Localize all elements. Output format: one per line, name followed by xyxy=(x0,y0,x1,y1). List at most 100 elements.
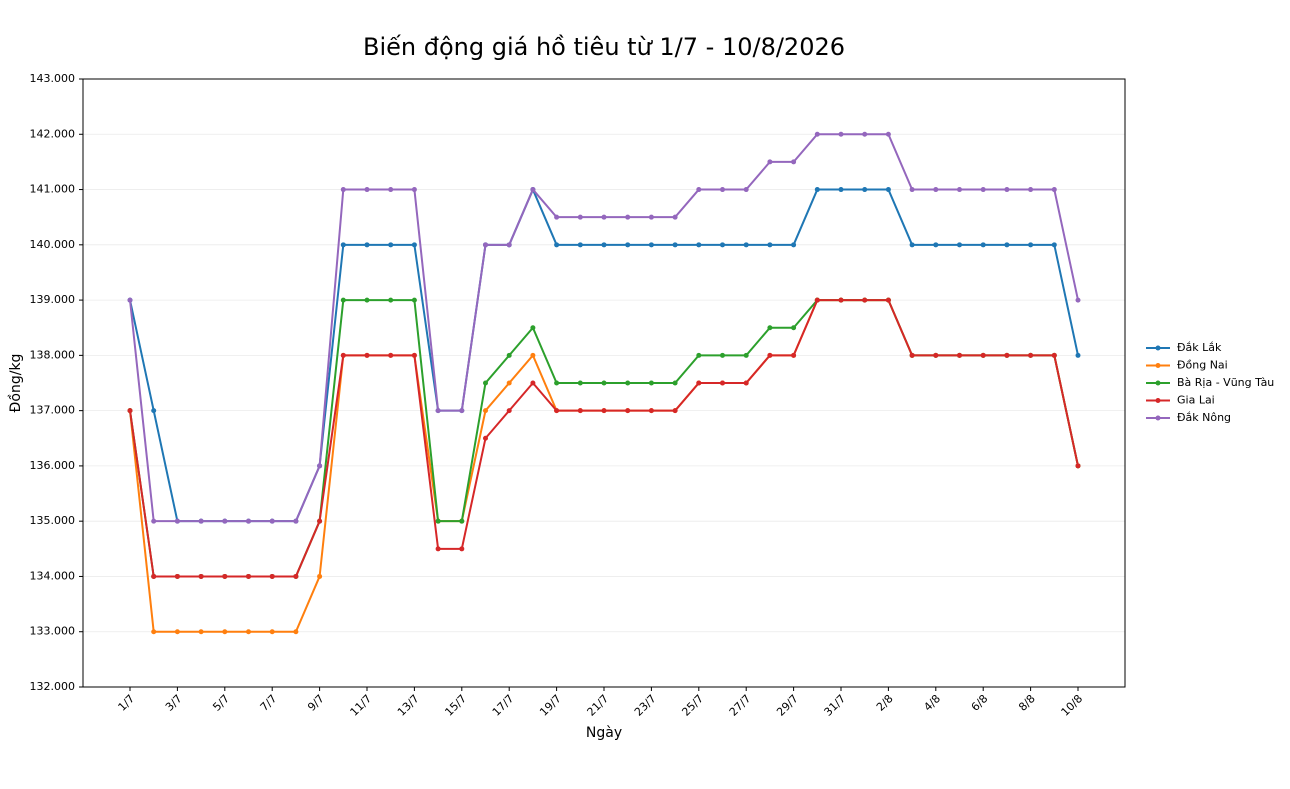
x-tick-label: 27/7 xyxy=(727,692,754,719)
data-point xyxy=(317,518,323,524)
y-tick-label: 142.000 xyxy=(30,127,76,140)
data-point xyxy=(601,408,607,414)
data-point xyxy=(293,629,299,635)
data-point xyxy=(696,187,702,193)
y-tick-label: 139.000 xyxy=(30,293,76,306)
data-point xyxy=(577,214,583,220)
data-point xyxy=(364,297,370,303)
data-point xyxy=(364,352,370,358)
data-point xyxy=(506,380,512,386)
data-point xyxy=(720,352,725,358)
data-point xyxy=(554,242,560,248)
x-tick-label: 8/8 xyxy=(1016,692,1038,714)
data-point xyxy=(459,408,465,414)
data-point xyxy=(601,242,607,248)
legend-marker xyxy=(1155,363,1161,368)
y-tick-label: 140.000 xyxy=(30,238,76,251)
data-point xyxy=(506,352,512,358)
data-point xyxy=(483,435,488,441)
data-point xyxy=(530,325,536,331)
x-tick-label: 11/7 xyxy=(348,692,375,719)
x-tick-label: 19/7 xyxy=(537,692,564,719)
data-point xyxy=(696,242,702,248)
legend-label: Đồng Nai xyxy=(1177,359,1228,372)
data-point xyxy=(672,408,678,414)
data-point xyxy=(980,187,986,193)
data-point xyxy=(933,187,939,193)
series-line xyxy=(129,299,1079,578)
data-point xyxy=(648,242,654,248)
data-point xyxy=(293,518,299,524)
series-line xyxy=(129,299,1079,578)
data-point xyxy=(980,352,986,358)
data-point xyxy=(340,187,346,193)
chart-title: Biến động giá hồ tiêu từ 1/7 - 10/8/2026 xyxy=(363,33,845,61)
data-point xyxy=(411,242,417,248)
data-point xyxy=(957,352,962,358)
data-point xyxy=(151,573,157,579)
data-point xyxy=(791,325,797,331)
data-point xyxy=(862,131,868,137)
data-point xyxy=(506,242,512,248)
data-point xyxy=(743,352,749,358)
data-point xyxy=(174,573,180,579)
data-point xyxy=(743,187,749,193)
data-point xyxy=(483,408,488,414)
x-tick-label: 10/8 xyxy=(1059,692,1086,719)
data-point xyxy=(198,629,204,635)
data-point xyxy=(814,131,820,137)
data-point xyxy=(1004,242,1010,248)
y-tick-label: 138.000 xyxy=(30,348,76,361)
data-point xyxy=(554,408,560,414)
data-point xyxy=(269,629,275,635)
data-point xyxy=(838,187,844,193)
series-line xyxy=(129,133,1079,523)
data-point xyxy=(862,297,868,303)
x-tick-label: 25/7 xyxy=(679,692,706,719)
data-point xyxy=(435,546,441,552)
data-point xyxy=(127,408,133,414)
data-point xyxy=(577,242,583,248)
x-tick-label: 7/7 xyxy=(258,692,280,714)
x-tick-label: 13/7 xyxy=(395,692,422,719)
legend-label: Đắk Lắk xyxy=(1177,341,1222,354)
data-point xyxy=(411,352,417,358)
data-point xyxy=(388,352,394,358)
data-point xyxy=(222,629,228,635)
x-tick-label: 17/7 xyxy=(490,692,517,719)
data-point xyxy=(791,242,797,248)
data-point xyxy=(743,380,749,386)
x-tick-label: 29/7 xyxy=(774,692,801,719)
data-point xyxy=(885,297,891,303)
data-point xyxy=(435,518,441,524)
data-point xyxy=(838,297,844,303)
data-point xyxy=(791,352,797,358)
data-point xyxy=(269,518,275,524)
legend-marker xyxy=(1155,380,1161,386)
data-point xyxy=(388,242,394,248)
data-point xyxy=(814,297,820,303)
y-tick-label: 137.000 xyxy=(30,404,76,417)
data-point xyxy=(435,408,441,414)
data-point xyxy=(862,187,868,193)
data-point xyxy=(767,352,773,358)
data-point xyxy=(340,352,346,358)
data-point xyxy=(909,242,915,248)
data-point xyxy=(909,187,915,193)
data-point xyxy=(933,352,939,358)
data-point xyxy=(767,159,773,165)
data-point xyxy=(554,214,560,220)
data-point xyxy=(577,380,583,386)
data-point xyxy=(767,242,773,248)
legend-marker xyxy=(1155,415,1161,421)
data-point xyxy=(601,380,607,386)
data-point xyxy=(814,187,820,193)
data-point xyxy=(293,573,299,579)
data-point xyxy=(909,352,915,358)
legend-label: Gia Lai xyxy=(1177,394,1215,407)
data-point xyxy=(364,187,370,193)
y-axis-label: Đồng/kg xyxy=(7,354,24,413)
y-tick-label: 132.000 xyxy=(30,680,76,693)
data-point xyxy=(980,242,986,248)
